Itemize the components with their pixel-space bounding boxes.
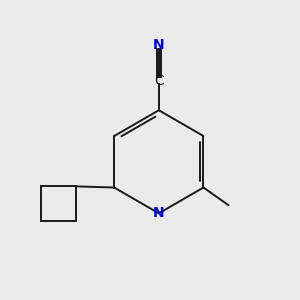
Text: N: N <box>153 206 165 220</box>
Text: C: C <box>154 74 164 88</box>
Text: N: N <box>153 38 165 52</box>
